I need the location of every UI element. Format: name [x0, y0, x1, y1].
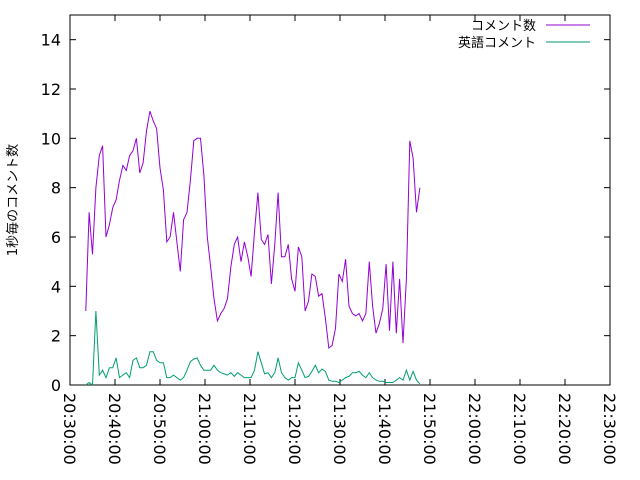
y-tick-label: 4 [51, 277, 61, 296]
y-tick-label: 8 [51, 179, 61, 198]
x-tick-label: 22:30:00 [600, 393, 619, 465]
x-tick-label: 21:40:00 [375, 393, 394, 465]
x-tick-label: 21:00:00 [195, 393, 214, 465]
y-tick-label: 12 [41, 80, 61, 99]
series-line [85, 111, 421, 349]
x-tick-label: 21:10:00 [240, 393, 259, 465]
y-tick-label: 0 [51, 376, 61, 395]
y-axis-label: 1秒毎のコメント数 [5, 144, 21, 256]
x-tick-label: 21:30:00 [330, 393, 349, 465]
y-axis: 0 2 4 6 8 10 12 14 [41, 31, 610, 395]
x-tick-label: 22:10:00 [510, 393, 529, 465]
plot-frame [69, 14, 611, 386]
series-lines [85, 111, 421, 386]
x-axis: 20:30:00 20:40:00 20:50:00 21:00:00 21:10:00… [60, 15, 619, 465]
y-tick-label: 14 [41, 31, 61, 50]
x-tick-label: 20:30:00 [60, 393, 79, 465]
x-tick-label: 21:50:00 [420, 393, 439, 465]
x-tick-label: 21:20:00 [285, 393, 304, 465]
legend-label: 英語コメント [458, 35, 536, 51]
x-tick-label: 20:40:00 [105, 393, 124, 465]
y-tick-label: 10 [41, 129, 61, 148]
legend-label: コメント数 [471, 19, 536, 34]
x-tick-label: 22:00:00 [465, 393, 484, 465]
y-tick-label: 6 [51, 228, 61, 247]
x-tick-label: 20:50:00 [150, 393, 169, 465]
x-tick-label: 22:20:00 [555, 393, 574, 465]
y-tick-label: 2 [51, 327, 61, 346]
series-line [85, 310, 421, 386]
